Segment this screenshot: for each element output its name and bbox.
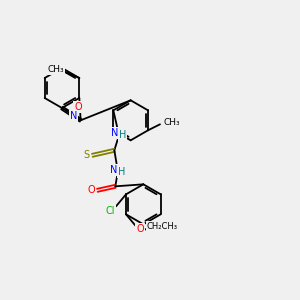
Text: CH₂CH₃: CH₂CH₃: [146, 222, 178, 231]
Text: S: S: [83, 150, 89, 160]
Text: N: N: [110, 165, 117, 175]
Text: N: N: [111, 128, 118, 138]
Text: CH₃: CH₃: [47, 65, 64, 74]
Text: O: O: [88, 185, 95, 195]
Text: Cl: Cl: [105, 206, 115, 216]
Text: H: H: [118, 167, 125, 177]
Text: O: O: [74, 102, 82, 112]
Text: O: O: [136, 224, 144, 234]
Text: H: H: [119, 130, 126, 140]
Text: N: N: [70, 111, 77, 121]
Text: CH₃: CH₃: [164, 118, 180, 127]
